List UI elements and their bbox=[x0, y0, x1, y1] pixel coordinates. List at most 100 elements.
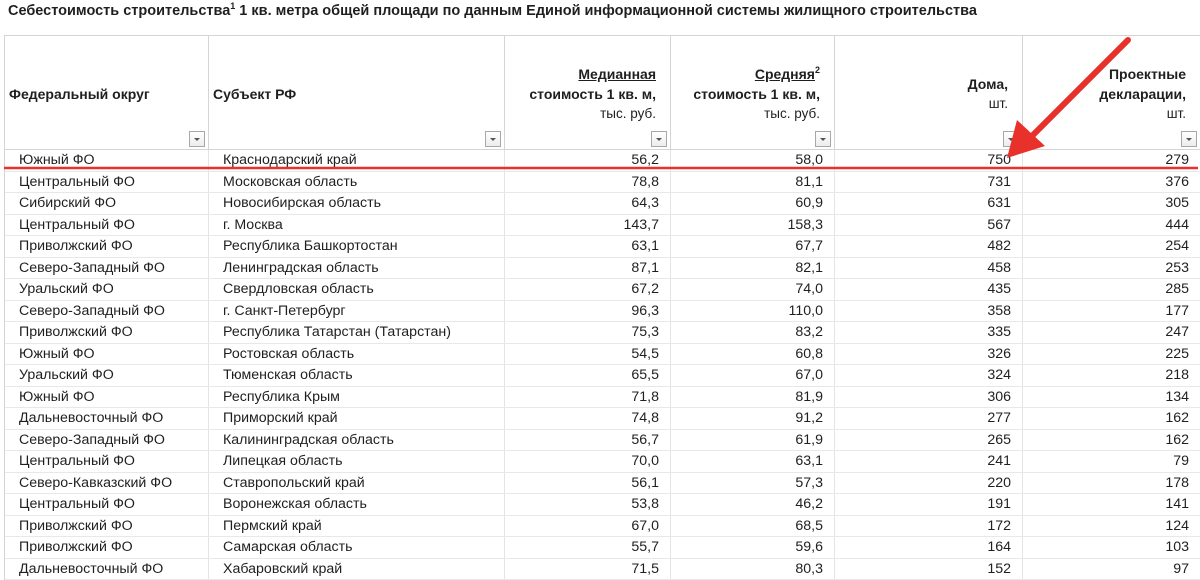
cell-median[interactable]: 96,3 bbox=[505, 301, 671, 322]
cell-average[interactable]: 67,0 bbox=[671, 365, 835, 386]
cell-median[interactable]: 74,8 bbox=[505, 408, 671, 429]
filter-dropdown-icon[interactable] bbox=[1003, 131, 1019, 147]
cell-subject[interactable]: Приморский край bbox=[209, 408, 505, 429]
cell-subject[interactable]: Самарская область bbox=[209, 537, 505, 558]
cell-district[interactable]: Северо-Западный ФО bbox=[5, 301, 209, 322]
cell-houses[interactable]: 482 bbox=[835, 236, 1023, 257]
cell-subject[interactable]: Тюменская область bbox=[209, 365, 505, 386]
cell-houses[interactable]: 567 bbox=[835, 215, 1023, 236]
cell-houses[interactable]: 458 bbox=[835, 258, 1023, 279]
cell-median[interactable]: 55,7 bbox=[505, 537, 671, 558]
cell-district[interactable]: Дальневосточный ФО bbox=[5, 559, 209, 580]
cell-houses[interactable]: 750 bbox=[835, 150, 1023, 171]
cell-houses[interactable]: 220 bbox=[835, 473, 1023, 494]
cell-average[interactable]: 110,0 bbox=[671, 301, 835, 322]
cell-median[interactable]: 56,2 bbox=[505, 150, 671, 171]
cell-average[interactable]: 46,2 bbox=[671, 494, 835, 515]
cell-median[interactable]: 54,5 bbox=[505, 344, 671, 365]
cell-houses[interactable]: 358 bbox=[835, 301, 1023, 322]
cell-declarations[interactable]: 162 bbox=[1023, 408, 1200, 429]
cell-district[interactable]: Приволжский ФО bbox=[5, 236, 209, 257]
cell-average[interactable]: 59,6 bbox=[671, 537, 835, 558]
cell-subject[interactable]: Республика Крым bbox=[209, 387, 505, 408]
cell-houses[interactable]: 191 bbox=[835, 494, 1023, 515]
cell-declarations[interactable]: 247 bbox=[1023, 322, 1200, 343]
cell-declarations[interactable]: 444 bbox=[1023, 215, 1200, 236]
cell-declarations[interactable]: 124 bbox=[1023, 516, 1200, 537]
cell-houses[interactable]: 631 bbox=[835, 193, 1023, 214]
cell-district[interactable]: Южный ФО bbox=[5, 344, 209, 365]
cell-houses[interactable]: 326 bbox=[835, 344, 1023, 365]
filter-dropdown-icon[interactable] bbox=[651, 131, 667, 147]
cell-declarations[interactable]: 253 bbox=[1023, 258, 1200, 279]
cell-declarations[interactable]: 376 bbox=[1023, 172, 1200, 193]
cell-declarations[interactable]: 218 bbox=[1023, 365, 1200, 386]
cell-district[interactable]: Приволжский ФО bbox=[5, 516, 209, 537]
cell-subject[interactable]: Новосибирская область bbox=[209, 193, 505, 214]
cell-district[interactable]: Уральский ФО bbox=[5, 279, 209, 300]
cell-district[interactable]: Центральный ФО bbox=[5, 172, 209, 193]
cell-subject[interactable]: г. Санкт-Петербург bbox=[209, 301, 505, 322]
cell-average[interactable]: 91,2 bbox=[671, 408, 835, 429]
cell-median[interactable]: 87,1 bbox=[505, 258, 671, 279]
cell-subject[interactable]: Ставропольский край bbox=[209, 473, 505, 494]
cell-declarations[interactable]: 162 bbox=[1023, 430, 1200, 451]
cell-average[interactable]: 67,7 bbox=[671, 236, 835, 257]
cell-average[interactable]: 61,9 bbox=[671, 430, 835, 451]
cell-median[interactable]: 63,1 bbox=[505, 236, 671, 257]
cell-district[interactable]: Северо-Западный ФО bbox=[5, 258, 209, 279]
cell-declarations[interactable]: 134 bbox=[1023, 387, 1200, 408]
cell-declarations[interactable]: 279 bbox=[1023, 150, 1200, 171]
cell-district[interactable]: Дальневосточный ФО bbox=[5, 408, 209, 429]
cell-subject[interactable]: Краснодарский край bbox=[209, 150, 505, 171]
cell-subject[interactable]: Калининградская область bbox=[209, 430, 505, 451]
cell-district[interactable]: Центральный ФО bbox=[5, 494, 209, 515]
cell-district[interactable]: Южный ФО bbox=[5, 387, 209, 408]
cell-subject[interactable]: Московская область bbox=[209, 172, 505, 193]
cell-declarations[interactable]: 254 bbox=[1023, 236, 1200, 257]
cell-declarations[interactable]: 79 bbox=[1023, 451, 1200, 472]
cell-declarations[interactable]: 285 bbox=[1023, 279, 1200, 300]
cell-median[interactable]: 78,8 bbox=[505, 172, 671, 193]
cell-district[interactable]: Приволжский ФО bbox=[5, 537, 209, 558]
cell-declarations[interactable]: 225 bbox=[1023, 344, 1200, 365]
filter-dropdown-icon[interactable] bbox=[485, 131, 501, 147]
cell-houses[interactable]: 435 bbox=[835, 279, 1023, 300]
cell-average[interactable]: 60,8 bbox=[671, 344, 835, 365]
cell-median[interactable]: 67,0 bbox=[505, 516, 671, 537]
cell-district[interactable]: Сибирский ФО bbox=[5, 193, 209, 214]
cell-average[interactable]: 82,1 bbox=[671, 258, 835, 279]
cell-average[interactable]: 158,3 bbox=[671, 215, 835, 236]
cell-district[interactable]: Центральный ФО bbox=[5, 451, 209, 472]
cell-average[interactable]: 81,1 bbox=[671, 172, 835, 193]
cell-subject[interactable]: Республика Башкортостан bbox=[209, 236, 505, 257]
cell-subject[interactable]: г. Москва bbox=[209, 215, 505, 236]
cell-average[interactable]: 80,3 bbox=[671, 559, 835, 580]
cell-median[interactable]: 56,7 bbox=[505, 430, 671, 451]
cell-median[interactable]: 71,5 bbox=[505, 559, 671, 580]
cell-houses[interactable]: 731 bbox=[835, 172, 1023, 193]
cell-houses[interactable]: 277 bbox=[835, 408, 1023, 429]
cell-declarations[interactable]: 103 bbox=[1023, 537, 1200, 558]
cell-declarations[interactable]: 141 bbox=[1023, 494, 1200, 515]
cell-houses[interactable]: 324 bbox=[835, 365, 1023, 386]
cell-median[interactable]: 56,1 bbox=[505, 473, 671, 494]
